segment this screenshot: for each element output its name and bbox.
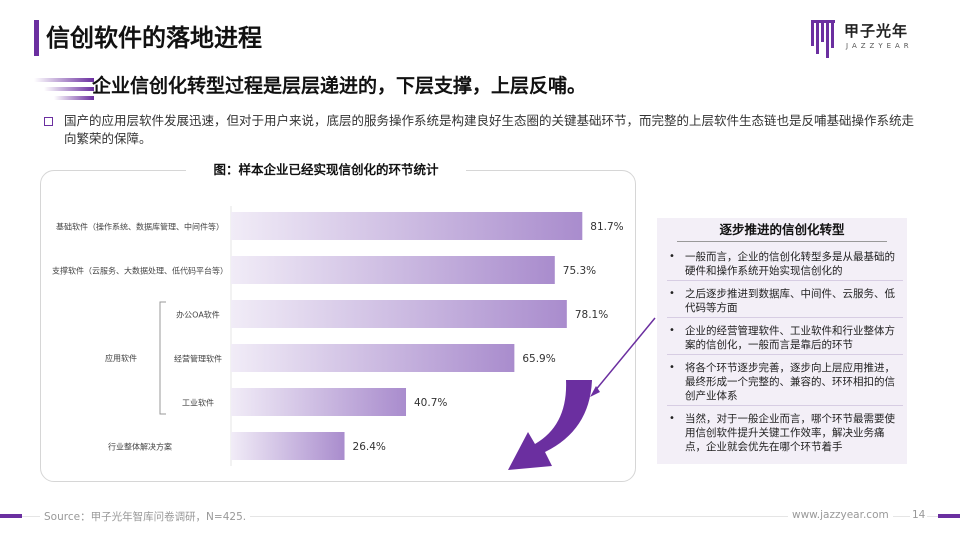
chart-panel: [40, 170, 636, 482]
side-panel-item-text: 将各个环节逐步完善，逐步向上层应用推进，最终形成一个完整的、兼容的、环环相扣的信…: [685, 362, 895, 402]
bullet-icon: •: [669, 362, 675, 373]
logo-text-en: JAZZYEAR: [846, 42, 913, 50]
side-panel-item: • 一般而言，企业的信创化转型多是从最基础的硬件和操作系统开始实现信创化的: [667, 250, 903, 281]
subtitle: 企业信创化转型过程是层层递进的，下层支撑，上层反哺。: [92, 75, 587, 97]
intro-text: 国产的应用层软件发展迅速，但对于用户来说，底层的服务操作系统是构建良好生态圈的关…: [64, 113, 915, 146]
side-panel-list: • 一般而言，企业的信创化转型多是从最基础的硬件和操作系统开始实现信创化的 • 之后…: [667, 244, 903, 456]
title-accent-bar: [34, 20, 39, 56]
side-panel-header: 逐步推进的信创化转型: [677, 218, 887, 242]
side-panel-item: • 企业的经营管理软件、工业软件和行业整体方案的信创化，一般而言是靠后的环节: [667, 324, 903, 355]
footer-divider: [0, 516, 960, 517]
side-panel-item-text: 当然，对于一般企业而言，哪个环节最需要使用信创软件提升关键工作效率，解决业务痛点…: [685, 413, 895, 453]
subtitle-decoration: [34, 78, 94, 100]
side-panel-item-text: 一般而言，企业的信创化转型多是从最基础的硬件和操作系统开始实现信创化的: [685, 251, 895, 277]
page-title: 信创软件的落地进程: [46, 24, 262, 52]
source-note: Source：甲子光年智库问卷调研，N=425.: [40, 509, 251, 524]
bullet-icon: •: [669, 251, 675, 262]
chart-title: 图：样本企业已经实现信创化的环节统计: [186, 160, 466, 180]
side-panel-item-text: 企业的经营管理软件、工业软件和行业整体方案的信创化，一般而言是靠后的环节: [685, 325, 895, 351]
side-panel-item: • 将各个环节逐步完善，逐步向上层应用推进，最终形成一个完整的、兼容的、环环相扣的…: [667, 361, 903, 406]
side-panel-item: • 之后逐步推进到数据库、中间件、云服务、低代码等方面: [667, 287, 903, 318]
side-panel: 逐步推进的信创化转型 • 一般而言，企业的信创化转型多是从最基础的硬件和操作系统开…: [657, 218, 907, 464]
page-number: 14: [910, 509, 928, 521]
footer-accent-left: [0, 514, 22, 518]
logo-text-cn: 甲子光年: [844, 22, 909, 40]
bullet-icon: •: [669, 413, 675, 424]
bullet-icon: •: [669, 288, 675, 299]
intro-bullet-icon: [44, 117, 53, 126]
brand-logo: 甲子光年 JAZZYEAR: [810, 18, 930, 58]
bullet-icon: •: [669, 325, 675, 336]
side-panel-item: • 当然，对于一般企业而言，哪个环节最需要使用信创软件提升关键工作效率，解决业务痛…: [667, 412, 903, 456]
website-link[interactable]: www.jazzyear.com: [788, 509, 893, 521]
side-panel-title: 逐步推进的信创化转型: [719, 222, 845, 237]
side-panel-item-text: 之后逐步推进到数据库、中间件、云服务、低代码等方面: [685, 288, 895, 314]
footer-accent-right: [938, 514, 960, 518]
logo-mark-icon: [811, 20, 835, 58]
